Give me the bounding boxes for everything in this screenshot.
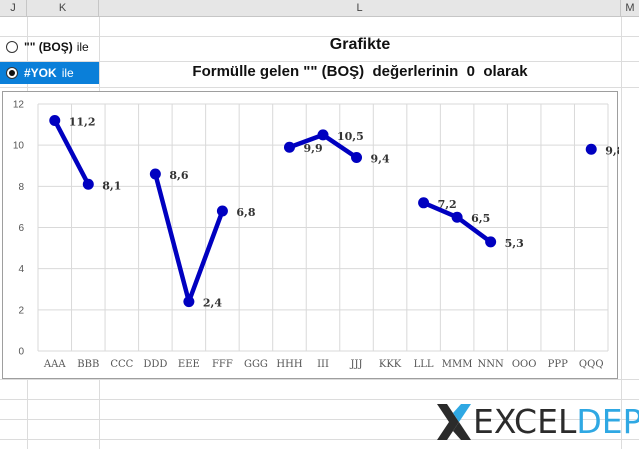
data-label: 2,4 (203, 297, 222, 310)
x-tick-label: GGG (244, 359, 268, 370)
column-header-k[interactable]: K (27, 0, 99, 17)
logo-text-excel: EXCEL (473, 402, 577, 441)
y-tick-label: 12 (13, 100, 25, 111)
data-point (485, 236, 497, 248)
y-tick-label: 2 (18, 305, 24, 316)
sheet-subtitle: Formülle gelen "" (BOŞ) değerlerinin 0 o… (192, 63, 528, 80)
data-label: 7,2 (438, 198, 457, 211)
data-point (585, 143, 597, 155)
x-tick-label: JJJ (350, 359, 363, 370)
data-point (149, 168, 161, 180)
data-point (351, 152, 363, 164)
data-point (418, 197, 430, 209)
option-bos-text: ile (76, 40, 89, 54)
line-chart[interactable]: 0 2 4 6 8 10 12 AAA BBB CCC DDD EEE FFF GGG HHH III JJJ K… (2, 91, 619, 379)
x-tick-label: LLL (414, 359, 434, 370)
x-tick-label: HHH (276, 359, 302, 370)
radio-yok-icon[interactable] (6, 67, 18, 79)
x-tick-label: KKK (379, 359, 402, 370)
x-tick-label: DDD (143, 359, 167, 370)
y-tick-label: 6 (18, 223, 24, 234)
option-bos-bold: "" (BOŞ) (24, 40, 73, 54)
column-header-bar: J K L M (0, 0, 639, 17)
x-tick-label: NNN (478, 359, 505, 370)
option-bos[interactable]: "" (BOŞ) ile (0, 36, 99, 58)
data-point (82, 178, 94, 190)
y-tick-label: 8 (18, 182, 24, 193)
series-line (153, 171, 225, 304)
data-label: 9,8 (605, 144, 619, 157)
data-label: 6,5 (471, 212, 490, 225)
data-label: 9,9 (303, 142, 322, 155)
x-tick-label: III (317, 359, 329, 370)
column-header-l[interactable]: L (99, 0, 621, 17)
column-header-j[interactable]: J (0, 0, 27, 17)
x-tick-label: CCC (110, 359, 133, 370)
data-label: 10,5 (337, 130, 364, 143)
x-tick-label: AAA (43, 359, 66, 370)
data-point (216, 205, 228, 217)
data-point (49, 114, 61, 126)
sheet-title: Grafikte (329, 36, 391, 53)
radio-bos-icon[interactable] (6, 41, 18, 53)
logo-text-depo: DEPO (576, 402, 639, 441)
x-tick-label: MMM (442, 359, 473, 370)
y-tick-label: 10 (13, 141, 25, 152)
option-yok[interactable]: #YOK ile (0, 62, 99, 84)
data-label: 9,4 (371, 153, 390, 166)
data-label: 8,6 (169, 169, 188, 182)
option-yok-bold: #YOK (24, 66, 57, 80)
data-point (183, 296, 195, 308)
data-label: 11,2 (69, 115, 96, 128)
data-point (283, 141, 295, 153)
x-tick-label: BBB (77, 359, 99, 370)
data-point (317, 129, 329, 141)
y-tick-label: 0 (18, 347, 24, 358)
x-logo-icon (437, 404, 471, 440)
data-point (451, 211, 463, 223)
option-yok-text: ile (61, 66, 74, 80)
data-label: 8,1 (102, 179, 121, 192)
chart-plot: 0 2 4 6 8 10 12 AAA BBB CCC DDD EEE FFF GGG HHH III JJJ K… (13, 100, 619, 371)
x-tick-label: FFF (212, 359, 233, 370)
y-tick-label: 4 (18, 264, 24, 275)
x-tick-label: OOO (512, 359, 537, 370)
series-line (52, 118, 91, 187)
column-header-m[interactable]: M (625, 2, 635, 14)
x-tick-label: PPP (548, 359, 568, 370)
data-label: 6,8 (236, 206, 255, 219)
data-label: 5,3 (505, 237, 524, 250)
x-tick-label: QQQ (579, 359, 604, 370)
exceldepo-logo: EXCELDEPO (435, 400, 639, 444)
x-tick-label: EEE (178, 359, 200, 370)
